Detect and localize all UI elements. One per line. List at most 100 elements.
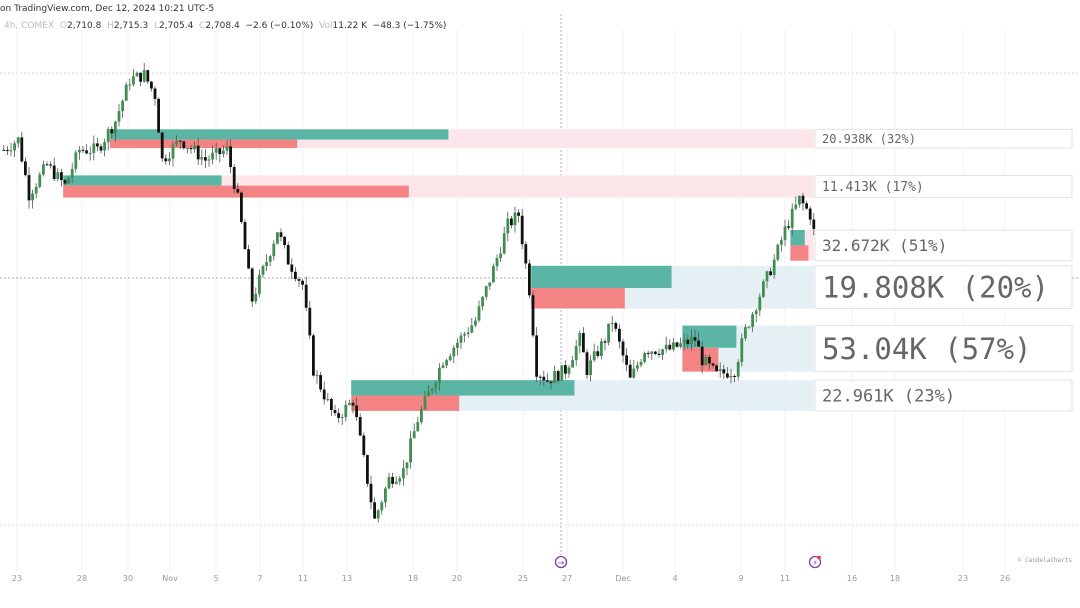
candle-body bbox=[175, 140, 178, 145]
candle-body bbox=[106, 129, 110, 143]
candle-body bbox=[6, 149, 9, 151]
candle-body bbox=[790, 208, 794, 228]
candle bbox=[74, 149, 78, 173]
candle-body bbox=[427, 391, 430, 397]
candle bbox=[621, 339, 625, 363]
zone-label-box bbox=[814, 128, 1073, 149]
candle bbox=[668, 339, 672, 351]
order-block-zone[interactable]: 53.04K (57%) bbox=[682, 325, 1073, 373]
candle-body bbox=[60, 172, 63, 181]
candle bbox=[520, 209, 524, 250]
candle bbox=[715, 364, 718, 372]
candle bbox=[301, 278, 304, 291]
candle-body bbox=[697, 340, 700, 347]
candle bbox=[88, 146, 92, 161]
candle bbox=[686, 334, 690, 350]
candle bbox=[337, 408, 340, 423]
zone-label-box bbox=[814, 379, 1073, 412]
candle bbox=[546, 373, 549, 383]
order-block-zone[interactable]: 22.961K (23%) bbox=[351, 379, 1073, 412]
candle bbox=[744, 324, 747, 341]
candle-body bbox=[488, 282, 492, 287]
candle-body bbox=[765, 271, 769, 282]
order-block-zone[interactable]: 20.938K (32%) bbox=[110, 128, 1073, 149]
candle bbox=[538, 374, 542, 385]
candle bbox=[222, 145, 225, 158]
candle-body bbox=[718, 369, 722, 371]
candle bbox=[348, 399, 351, 406]
x-tick-label: 30 bbox=[123, 574, 133, 583]
candle bbox=[445, 358, 448, 369]
candle-body bbox=[715, 365, 718, 371]
candle-body bbox=[13, 143, 16, 151]
candle bbox=[351, 399, 355, 414]
candle-body bbox=[153, 88, 157, 99]
candle-body bbox=[564, 365, 567, 374]
candle-body bbox=[499, 253, 502, 259]
candle bbox=[567, 365, 571, 378]
candle bbox=[193, 141, 196, 153]
candle bbox=[261, 264, 265, 278]
candle-body bbox=[387, 476, 391, 489]
arrow-right-circle-icon[interactable]: → bbox=[554, 555, 568, 569]
candle-body bbox=[186, 148, 189, 150]
candle-body bbox=[38, 174, 42, 187]
candle-body bbox=[438, 367, 441, 383]
candle-body bbox=[63, 180, 67, 184]
candle-body bbox=[456, 342, 459, 348]
candle bbox=[664, 336, 668, 353]
candle-body bbox=[384, 488, 387, 503]
candle bbox=[754, 308, 758, 323]
candle-body bbox=[466, 332, 470, 335]
candle bbox=[117, 103, 121, 127]
candle-body bbox=[448, 356, 452, 361]
order-block-zone[interactable]: 19.808K (20%) bbox=[531, 265, 1073, 309]
candle-body bbox=[600, 341, 603, 356]
candle bbox=[236, 183, 240, 194]
candle bbox=[412, 423, 416, 439]
candle-body bbox=[625, 355, 628, 365]
candle-body bbox=[801, 195, 805, 204]
x-tick-label: Dec bbox=[615, 574, 630, 583]
zone-label-box bbox=[814, 325, 1073, 373]
zone-green-bar bbox=[682, 325, 737, 348]
candle-body bbox=[470, 325, 474, 333]
candle-body bbox=[358, 417, 362, 436]
candle bbox=[304, 276, 308, 312]
candle-body bbox=[430, 388, 434, 392]
x-tick-label: 11 bbox=[780, 574, 790, 583]
candle-body bbox=[178, 140, 182, 142]
candle-body bbox=[463, 334, 466, 336]
candle bbox=[211, 144, 214, 165]
candle-body bbox=[265, 261, 268, 267]
candle bbox=[150, 81, 153, 92]
order-block-zone[interactable]: 32.672K (51%) bbox=[790, 229, 1073, 262]
candle-body bbox=[373, 502, 376, 519]
candle-body bbox=[553, 371, 556, 384]
candle bbox=[394, 476, 398, 485]
candle-body bbox=[477, 306, 481, 321]
candle-body bbox=[412, 431, 416, 439]
candle bbox=[135, 71, 139, 77]
candle-body bbox=[103, 142, 106, 151]
candle bbox=[204, 148, 207, 169]
candle-body bbox=[423, 396, 427, 410]
candle-body bbox=[70, 168, 74, 178]
candle bbox=[542, 370, 546, 386]
candle bbox=[600, 338, 603, 360]
order-block-zone[interactable]: 11.413K (17%) bbox=[63, 174, 1073, 199]
candle-body bbox=[502, 233, 506, 254]
candle-body bbox=[218, 148, 222, 155]
candle-body bbox=[9, 150, 13, 152]
candle bbox=[448, 353, 452, 362]
candle bbox=[474, 316, 477, 328]
lightning-circle-icon[interactable]: ⚡ bbox=[808, 555, 822, 569]
zone-volume-label: 11.413K (17%) bbox=[822, 180, 924, 195]
candle bbox=[427, 385, 430, 397]
candle-body bbox=[16, 137, 20, 144]
candle bbox=[812, 212, 816, 236]
candle bbox=[423, 391, 427, 411]
candle bbox=[679, 337, 682, 349]
x-tick-label: 7 bbox=[257, 574, 262, 583]
